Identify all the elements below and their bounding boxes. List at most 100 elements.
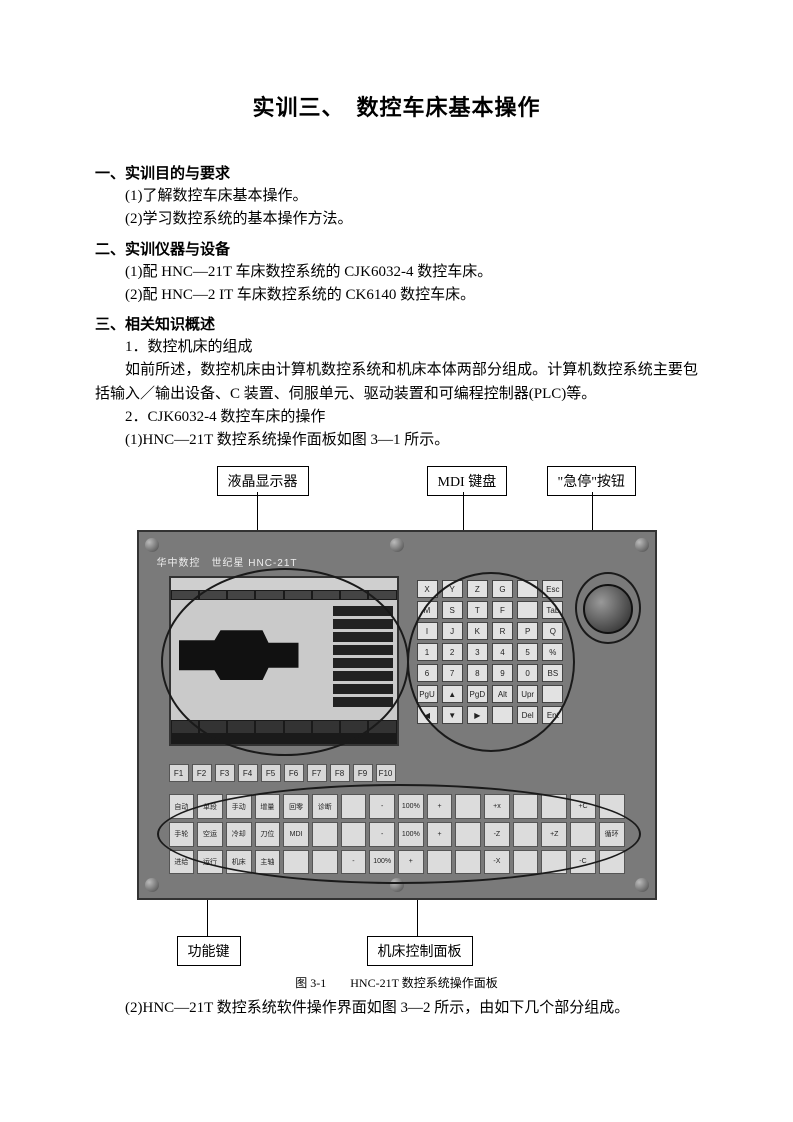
- mdi-key[interactable]: Q: [542, 622, 563, 640]
- function-key[interactable]: F5: [261, 764, 281, 782]
- machine-key[interactable]: [599, 850, 625, 875]
- machine-key[interactable]: [341, 794, 367, 819]
- machine-key[interactable]: MDI: [283, 822, 309, 847]
- machine-key[interactable]: -Z: [484, 822, 510, 847]
- mdi-key[interactable]: 9: [492, 664, 513, 682]
- mdi-key[interactable]: 8: [467, 664, 488, 682]
- mdi-key[interactable]: [492, 706, 513, 724]
- function-key[interactable]: F10: [376, 764, 396, 782]
- machine-key[interactable]: 循环: [599, 822, 625, 847]
- machine-key[interactable]: [283, 850, 309, 875]
- mdi-key[interactable]: Del: [517, 706, 538, 724]
- mdi-key[interactable]: F: [492, 601, 513, 619]
- mdi-key[interactable]: X: [417, 580, 438, 598]
- mdi-key[interactable]: 6: [417, 664, 438, 682]
- mdi-key[interactable]: S: [442, 601, 463, 619]
- machine-key[interactable]: 增量: [255, 794, 281, 819]
- machine-key[interactable]: 100%: [369, 850, 395, 875]
- mdi-key[interactable]: J: [442, 622, 463, 640]
- mdi-key[interactable]: %: [542, 643, 563, 661]
- emergency-stop-button[interactable]: [583, 584, 633, 634]
- machine-key[interactable]: 100%: [398, 794, 424, 819]
- machine-key[interactable]: -: [369, 794, 395, 819]
- machine-key[interactable]: [455, 850, 481, 875]
- mdi-key[interactable]: PgU: [417, 685, 438, 703]
- machine-key[interactable]: [455, 794, 481, 819]
- function-key[interactable]: F2: [192, 764, 212, 782]
- machine-key[interactable]: [427, 850, 453, 875]
- mdi-key[interactable]: 0: [517, 664, 538, 682]
- machine-key[interactable]: 刀位: [255, 822, 281, 847]
- mdi-key[interactable]: ▲: [442, 685, 463, 703]
- machine-key[interactable]: -: [341, 850, 367, 875]
- mdi-key[interactable]: K: [467, 622, 488, 640]
- mdi-key[interactable]: R: [492, 622, 513, 640]
- machine-key[interactable]: +Z: [541, 822, 567, 847]
- mdi-key[interactable]: BS: [542, 664, 563, 682]
- machine-key[interactable]: [570, 822, 596, 847]
- mdi-key[interactable]: Esc: [542, 580, 563, 598]
- machine-key[interactable]: 机床: [226, 850, 252, 875]
- mdi-key[interactable]: 4: [492, 643, 513, 661]
- machine-key[interactable]: [599, 794, 625, 819]
- mdi-key[interactable]: [542, 685, 563, 703]
- mdi-key[interactable]: 3: [467, 643, 488, 661]
- machine-key[interactable]: +: [398, 850, 424, 875]
- machine-key[interactable]: [341, 822, 367, 847]
- mdi-key[interactable]: Alt: [492, 685, 513, 703]
- function-key[interactable]: F3: [215, 764, 235, 782]
- mdi-key[interactable]: M: [417, 601, 438, 619]
- machine-key[interactable]: 手动: [226, 794, 252, 819]
- mdi-key[interactable]: 1: [417, 643, 438, 661]
- machine-key[interactable]: 进给: [169, 850, 195, 875]
- mdi-key[interactable]: 7: [442, 664, 463, 682]
- machine-key[interactable]: +: [427, 794, 453, 819]
- machine-key[interactable]: [455, 822, 481, 847]
- machine-key[interactable]: +x: [484, 794, 510, 819]
- mdi-key[interactable]: T: [467, 601, 488, 619]
- machine-key[interactable]: 单段: [197, 794, 223, 819]
- machine-key[interactable]: [312, 850, 338, 875]
- mdi-key[interactable]: G: [492, 580, 513, 598]
- machine-key[interactable]: [312, 822, 338, 847]
- mdi-key[interactable]: [517, 601, 538, 619]
- function-key[interactable]: F7: [307, 764, 327, 782]
- machine-key[interactable]: -: [369, 822, 395, 847]
- machine-key[interactable]: 冷却: [226, 822, 252, 847]
- machine-key[interactable]: 主轴: [255, 850, 281, 875]
- function-key[interactable]: F8: [330, 764, 350, 782]
- machine-key[interactable]: +: [427, 822, 453, 847]
- machine-key[interactable]: [541, 794, 567, 819]
- machine-key[interactable]: -C: [570, 850, 596, 875]
- machine-key[interactable]: [513, 822, 539, 847]
- mdi-key[interactable]: Y: [442, 580, 463, 598]
- machine-key[interactable]: 回零: [283, 794, 309, 819]
- function-key[interactable]: F9: [353, 764, 373, 782]
- mdi-key[interactable]: Ent: [542, 706, 563, 724]
- mdi-key[interactable]: Tab: [542, 601, 563, 619]
- function-key[interactable]: F1: [169, 764, 189, 782]
- mdi-key[interactable]: P: [517, 622, 538, 640]
- mdi-key[interactable]: [517, 580, 538, 598]
- mdi-key[interactable]: 5: [517, 643, 538, 661]
- machine-key[interactable]: +C: [570, 794, 596, 819]
- mdi-key[interactable]: Upr: [517, 685, 538, 703]
- mdi-key[interactable]: ◀: [417, 706, 438, 724]
- mdi-key[interactable]: PgD: [467, 685, 488, 703]
- machine-key[interactable]: [541, 850, 567, 875]
- mdi-key[interactable]: 2: [442, 643, 463, 661]
- machine-key[interactable]: 手轮: [169, 822, 195, 847]
- machine-key[interactable]: 空运: [197, 822, 223, 847]
- machine-key[interactable]: [513, 850, 539, 875]
- machine-key[interactable]: 自动: [169, 794, 195, 819]
- machine-key[interactable]: -X: [484, 850, 510, 875]
- function-key[interactable]: F6: [284, 764, 304, 782]
- function-key[interactable]: F4: [238, 764, 258, 782]
- mdi-key[interactable]: ▶: [467, 706, 488, 724]
- machine-key[interactable]: [513, 794, 539, 819]
- mdi-key[interactable]: Z: [467, 580, 488, 598]
- machine-key[interactable]: 诊断: [312, 794, 338, 819]
- mdi-key[interactable]: I: [417, 622, 438, 640]
- machine-key[interactable]: 运行: [197, 850, 223, 875]
- mdi-key[interactable]: ▼: [442, 706, 463, 724]
